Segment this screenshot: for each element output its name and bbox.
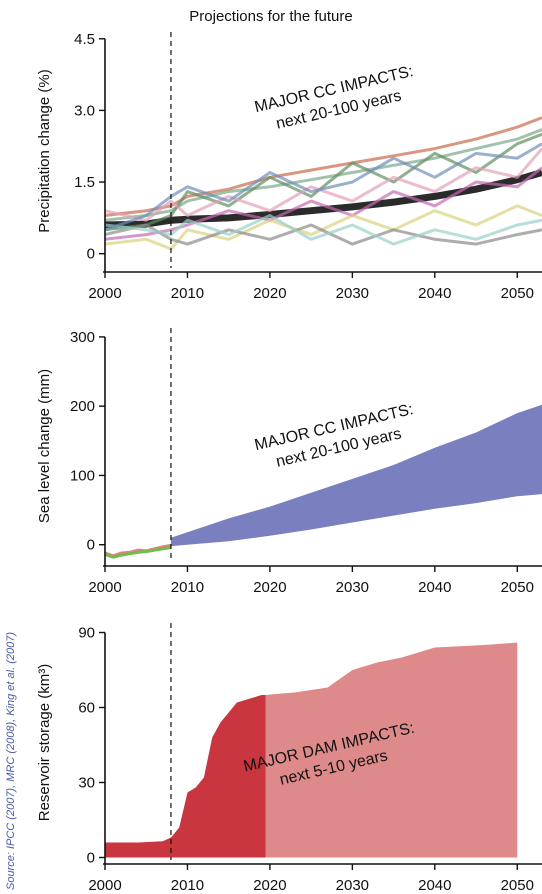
y-tick-label: 1.5 bbox=[74, 174, 95, 191]
x-tick-label: 2040 bbox=[418, 877, 451, 894]
x-tick-label: 2020 bbox=[253, 285, 286, 302]
figure-title: Projections for the future bbox=[189, 8, 353, 25]
x-tick-label: 2010 bbox=[171, 579, 204, 596]
x-tick-label: 2050 bbox=[501, 285, 534, 302]
reservoir-built-area bbox=[105, 695, 266, 858]
y-tick-label: 3.0 bbox=[74, 102, 95, 119]
x-tick-label: 2030 bbox=[336, 285, 369, 302]
x-tick-label: 2040 bbox=[418, 579, 451, 596]
sea-level-observed-red-line bbox=[104, 543, 172, 558]
y-axis-label: Precipitation change (%) bbox=[36, 69, 53, 232]
impact-annotation: MAJOR CC IMPACTS:next 20-100 years bbox=[253, 401, 420, 475]
x-tick-label: 2020 bbox=[253, 877, 286, 894]
y-axis-label: Reservoir storage (km³) bbox=[36, 664, 53, 822]
x-tick-label: 2000 bbox=[88, 579, 121, 596]
reservoir-panel: 0 30 60 90 2000 2010 2020 2030 2040 2050 Reservoir… bbox=[36, 623, 542, 894]
y-tick-label: 0 bbox=[87, 537, 95, 554]
x-tick-label: 2000 bbox=[88, 285, 121, 302]
y-axis-label: Sea level change (mm) bbox=[36, 369, 53, 523]
precip-mean-line bbox=[104, 169, 542, 229]
x-tick-label: 2040 bbox=[418, 285, 451, 302]
y-tick-label: 4.5 bbox=[74, 31, 95, 48]
x-tick-label: 2010 bbox=[171, 285, 204, 302]
reservoir-planned-area bbox=[265, 642, 518, 858]
y-tick-label: 0 bbox=[87, 850, 95, 867]
sea-level-panel: 0 100 200 300 2000 2010 2020 2030 2040 2050 Sea le… bbox=[36, 328, 542, 596]
x-tick-label: 2030 bbox=[336, 579, 369, 596]
impact-annotation: MAJOR CC IMPACTS:next 20-100 years bbox=[253, 63, 420, 137]
y-tick-label: 0 bbox=[87, 246, 95, 263]
precip-series-line bbox=[104, 166, 542, 241]
y-tick-label: 90 bbox=[78, 625, 95, 642]
precip-series-line bbox=[104, 128, 542, 222]
source-note: Source: IPCC (2007), MRC (2008), King et… bbox=[5, 632, 17, 890]
sea-level-projection-band bbox=[171, 404, 542, 547]
x-tick-label: 2030 bbox=[336, 877, 369, 894]
y-tick-label: 200 bbox=[70, 398, 95, 415]
precip-series-line bbox=[104, 147, 542, 222]
x-tick-label: 2000 bbox=[88, 877, 121, 894]
x-tick-label: 2010 bbox=[171, 877, 204, 894]
x-tick-label: 2050 bbox=[501, 877, 534, 894]
y-tick-label: 100 bbox=[70, 467, 95, 484]
y-tick-label: 30 bbox=[78, 775, 95, 792]
x-tick-label: 2050 bbox=[501, 579, 534, 596]
y-tick-label: 300 bbox=[70, 329, 95, 346]
precipitation-panel: 0 1.5 3.0 4.5 2000 2010 2020 2030 2040 2050 Precip… bbox=[36, 31, 542, 302]
sea-level-observed-green-line bbox=[104, 546, 172, 559]
x-tick-label: 2020 bbox=[253, 579, 286, 596]
y-tick-label: 60 bbox=[78, 700, 95, 717]
